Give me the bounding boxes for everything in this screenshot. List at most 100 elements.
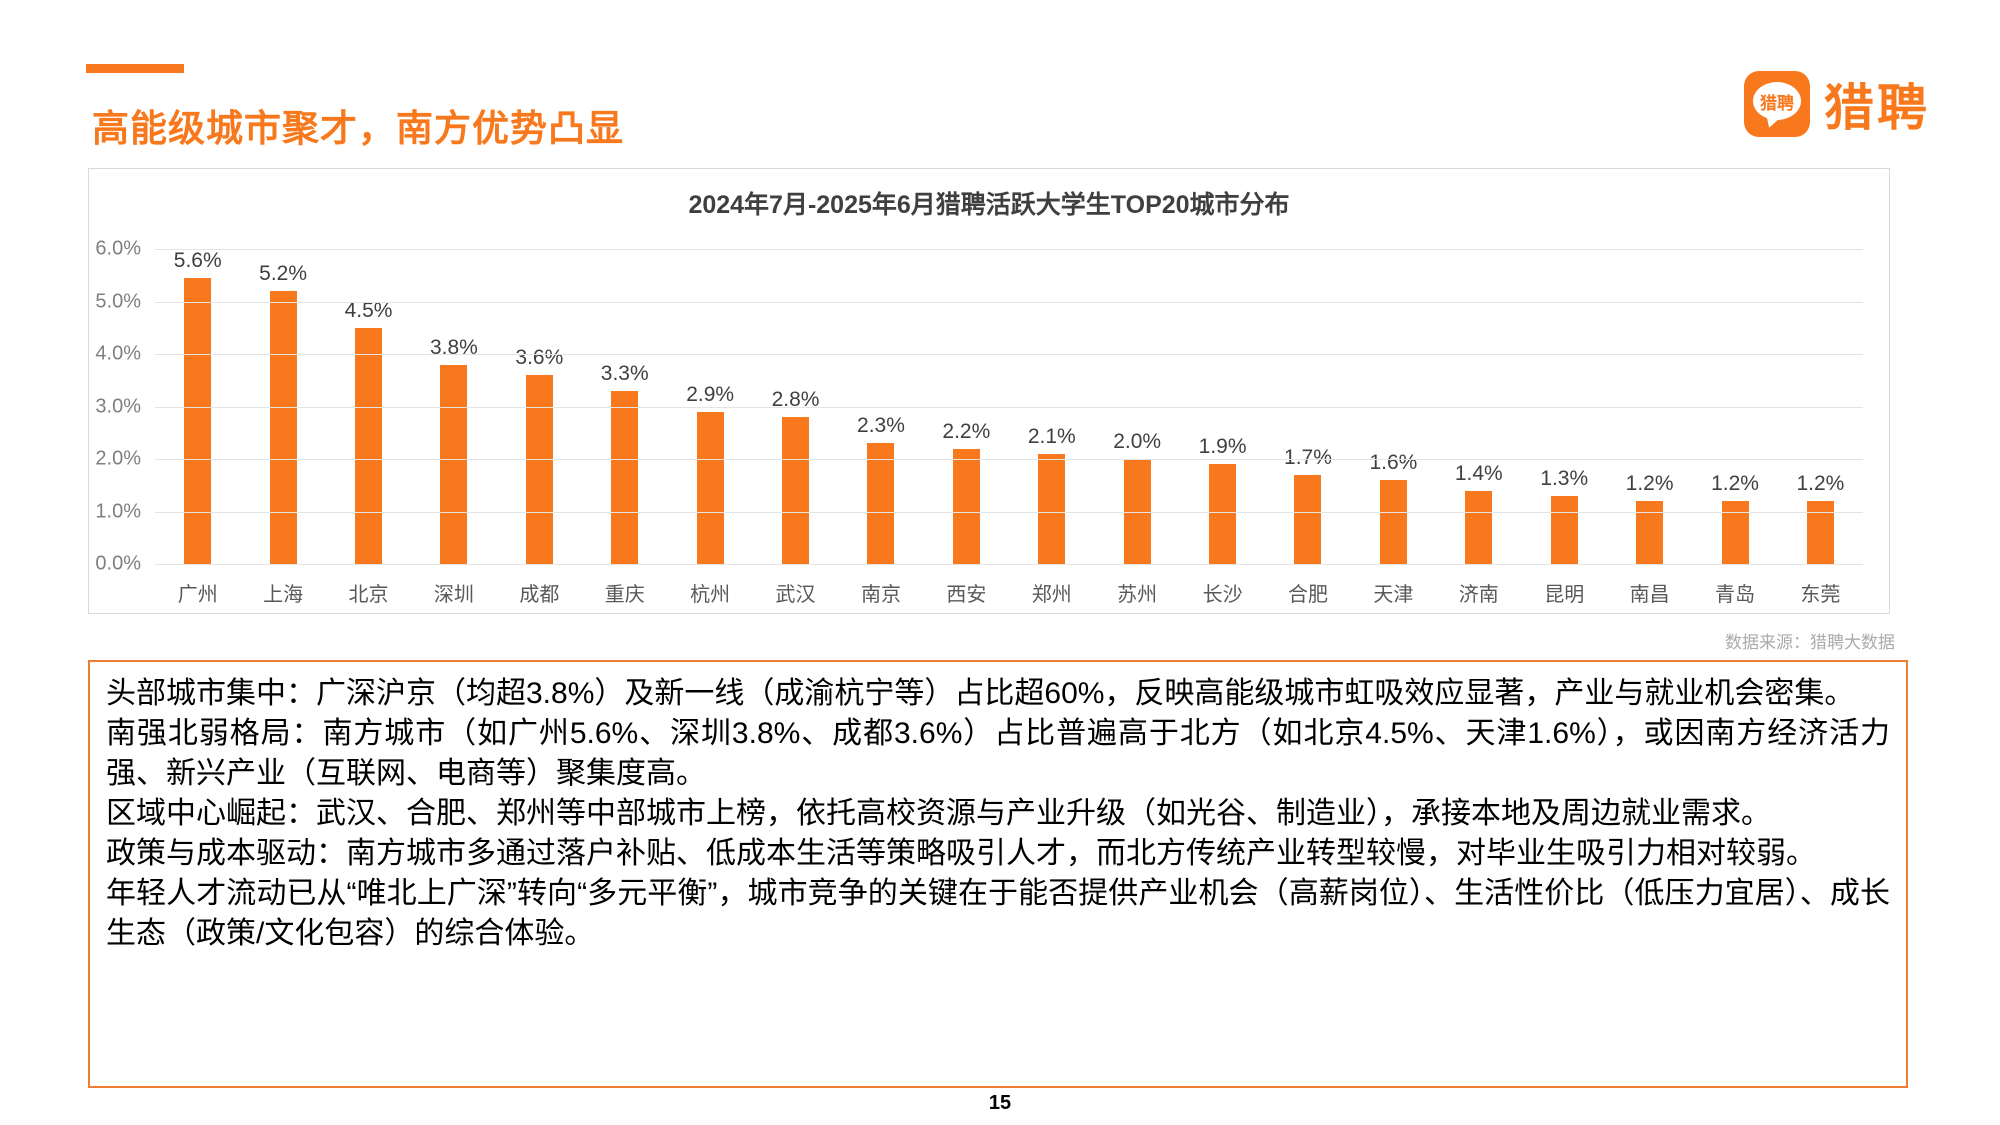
bar-value-label: 1.6% bbox=[1369, 451, 1418, 474]
liepin-logo-icon: 猎聘 bbox=[1744, 71, 1810, 137]
bar-value-label: 5.2% bbox=[259, 262, 308, 285]
x-tick-label: 深圳 bbox=[433, 584, 474, 606]
bar-value-label: 3.8% bbox=[429, 335, 478, 359]
x-tick-label: 武汉 bbox=[775, 584, 816, 606]
analysis-paragraph: 政策与成本驱动：南方城市多通过落户补贴、低成本生活等策略吸引人才，而北方传统产业… bbox=[106, 837, 1816, 870]
x-tick-label: 南昌 bbox=[1629, 584, 1670, 606]
y-tick-label: 2.0% bbox=[95, 447, 141, 470]
x-tick-label: 合肥 bbox=[1287, 584, 1328, 606]
x-tick-label: 天津 bbox=[1373, 584, 1414, 606]
bar-value-label: 3.3% bbox=[600, 361, 649, 385]
bar bbox=[355, 327, 383, 564]
bar bbox=[269, 291, 297, 564]
x-tick-label: 南京 bbox=[860, 584, 901, 606]
y-tick-label: 3.0% bbox=[95, 395, 141, 417]
bar bbox=[696, 411, 724, 564]
bar-value-label: 4.5% bbox=[344, 298, 393, 322]
analysis-paragraph: 年轻人才流动已从“唯北上广深”转向“多元平衡”，城市竞争的关键在于能否提供产业机… bbox=[106, 877, 1890, 950]
analysis-paragraph: 头部城市集中：广深沪京（均超3.8%）及新一线（成渝杭宁等）占比超60%，反映高… bbox=[106, 677, 1855, 710]
bar-column: 1.6% bbox=[1351, 249, 1436, 564]
bar-value-label: 1.2% bbox=[1796, 472, 1845, 495]
bar-series: 5.6% 5.2% 4.5% 3.8% 3.6% 3.3% 2.9% 2.8% 2.3% 2.2%… bbox=[155, 249, 1863, 564]
x-tick-label: 昆明 bbox=[1544, 584, 1585, 606]
bar bbox=[440, 364, 468, 564]
bar-value-label: 1.2% bbox=[1625, 472, 1674, 495]
bar bbox=[611, 390, 639, 564]
bar-chart-plot-area: 5.6% 5.2% 4.5% 3.8% 3.6% 3.3% 2.9% 2.8% 2.3% 2.2%… bbox=[95, 238, 1863, 606]
y-tick-label: 5.0% bbox=[95, 290, 141, 312]
bar-column: 2.2% bbox=[924, 249, 1009, 564]
x-axis-labels: 广州 上海 北京 深圳 成都 重庆 杭州 武汉 南京 西安 郑州 苏州 长沙 合肥 天津 济南 昆明 南昌 青岛 东莞 bbox=[155, 578, 1863, 607]
bar bbox=[184, 278, 212, 564]
bar-column: 3.3% bbox=[582, 249, 667, 564]
x-tick-label: 长沙 bbox=[1202, 584, 1243, 606]
analysis-paragraph: 区域中心崛起：武汉、合肥、郑州等中部城市上榜，依托高校资源与产业升级（如光谷、制… bbox=[106, 797, 1771, 830]
speech-bubble-icon: 猎聘 bbox=[1753, 82, 1801, 120]
gridline bbox=[155, 249, 1863, 250]
bar-value-label: 3.6% bbox=[515, 346, 564, 369]
x-tick-label: 济南 bbox=[1458, 584, 1499, 606]
x-tick-label: 成都 bbox=[519, 584, 560, 606]
gridline bbox=[155, 564, 1863, 565]
x-tick-label: 郑州 bbox=[1031, 584, 1072, 606]
gridline bbox=[155, 354, 1863, 355]
x-tick-label: 杭州 bbox=[690, 584, 731, 606]
bar bbox=[1636, 501, 1664, 564]
page-number: 15 bbox=[988, 1092, 1012, 1114]
bar-column: 5.6% bbox=[155, 249, 240, 564]
bar-column: 4.5% bbox=[326, 249, 411, 564]
bar-value-label: 2.0% bbox=[1113, 430, 1162, 453]
bar bbox=[525, 375, 553, 564]
bar-value-label: 2.8% bbox=[771, 388, 820, 411]
bar bbox=[1294, 474, 1322, 564]
gridline bbox=[155, 406, 1863, 408]
bar-column: 1.4% bbox=[1436, 249, 1521, 564]
data-source-note: 数据来源：猎聘大数据 bbox=[1725, 633, 1895, 652]
liepin-wordmark: 猎聘 bbox=[1824, 80, 1930, 136]
x-tick-label: 上海 bbox=[263, 584, 304, 606]
analysis-paragraph: 南强北弱格局：南方城市（如广州5.6%、深圳3.8%、成都3.6%）占比普遍高于… bbox=[106, 717, 1890, 790]
bar-value-label: 1.4% bbox=[1454, 461, 1503, 485]
bar bbox=[782, 417, 810, 564]
bar bbox=[1209, 464, 1237, 564]
bar bbox=[1806, 501, 1834, 564]
bar bbox=[1550, 495, 1578, 564]
bar bbox=[867, 443, 895, 564]
x-tick-label: 西安 bbox=[946, 584, 987, 606]
bar bbox=[1465, 490, 1493, 564]
bar-value-label: 2.1% bbox=[1027, 424, 1076, 448]
bar-column: 3.8% bbox=[411, 249, 496, 564]
gridline bbox=[155, 301, 1863, 303]
bar-column: 2.8% bbox=[753, 249, 838, 564]
gridline bbox=[155, 511, 1863, 513]
x-tick-label: 青岛 bbox=[1715, 584, 1756, 606]
y-tick-label: 6.0% bbox=[95, 237, 141, 260]
x-tick-label: 重庆 bbox=[604, 584, 645, 606]
chart-title: 2024年7月-2025年6月猎聘活跃大学生TOP20城市分布 bbox=[688, 191, 1290, 219]
bar-value-label: 2.2% bbox=[942, 419, 991, 443]
bar-column: 5.2% bbox=[240, 249, 325, 564]
chart-card: 2024年7月-2025年6月猎聘活跃大学生TOP20城市分布 5.6% 5.2%… bbox=[88, 168, 1890, 614]
y-tick-label: 1.0% bbox=[95, 500, 141, 522]
analysis-text-box: 头部城市集中：广深沪京（均超3.8%）及新一线（成渝杭宁等）占比超60%，反映高… bbox=[88, 660, 1908, 1088]
bar-column: 1.7% bbox=[1265, 249, 1350, 564]
bar-value-label: 2.3% bbox=[857, 414, 905, 438]
bar-value-label: 1.9% bbox=[1198, 435, 1247, 459]
bar-value-label: 1.7% bbox=[1284, 445, 1332, 469]
bar bbox=[952, 448, 980, 564]
y-tick-label: 4.0% bbox=[95, 342, 141, 365]
x-tick-label: 广州 bbox=[177, 584, 218, 606]
bar-column: 2.1% bbox=[1009, 249, 1094, 564]
bar-value-label: 1.3% bbox=[1540, 466, 1589, 490]
gridline bbox=[155, 459, 1863, 460]
x-tick-label: 北京 bbox=[348, 584, 389, 606]
bar-value-label: 5.6% bbox=[173, 249, 222, 272]
bar-column: 1.9% bbox=[1180, 249, 1265, 564]
bar-column: 2.9% bbox=[667, 249, 752, 564]
x-tick-label: 东莞 bbox=[1800, 584, 1841, 606]
y-tick-label: 0.0% bbox=[95, 552, 141, 575]
title-accent-rule bbox=[86, 64, 184, 73]
bar-value-label: 1.2% bbox=[1711, 472, 1759, 495]
liepin-logo: 猎聘 猎聘 bbox=[1744, 68, 1930, 140]
page-title: 高能级城市聚才，南方优势凸显 bbox=[92, 108, 624, 149]
